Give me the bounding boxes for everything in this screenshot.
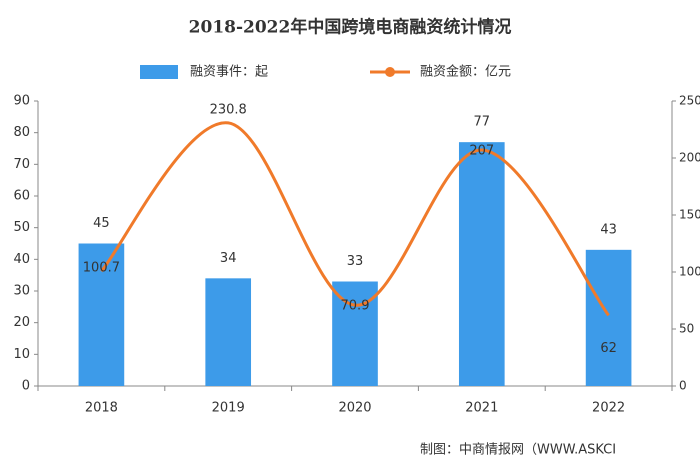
y-tick-label: 20 — [13, 315, 30, 330]
y-tick-label: 90 — [13, 94, 30, 109]
line-value-label: 230.8 — [210, 102, 247, 117]
line-value-label: 100.7 — [83, 261, 120, 276]
bar — [585, 249, 632, 386]
y-tick-label: 70 — [13, 157, 30, 172]
bar-value-label: 34 — [220, 251, 237, 266]
line-value-label: 62 — [600, 341, 617, 356]
x-tick-label: 2022 — [592, 401, 625, 416]
y2-tick-label: 150 — [679, 208, 700, 222]
bar-value-label: 43 — [600, 222, 617, 237]
y2-tick-label: 250 — [679, 94, 700, 108]
legend-swatch — [385, 67, 395, 77]
y2-tick-label: 0 — [679, 379, 687, 393]
y-tick-label: 0 — [22, 379, 30, 394]
bar — [458, 142, 505, 386]
y2-tick-label: 100 — [679, 265, 700, 279]
y2-tick-label: 50 — [679, 322, 694, 336]
bar — [205, 278, 252, 386]
y-tick-label: 30 — [13, 284, 30, 299]
source-note: 制图：中商情报网（WWW.ASKCI — [420, 443, 616, 458]
y2-tick-label: 200 — [679, 151, 700, 165]
chart-title: 2018-2022年中国跨境电商融资统计情况 — [189, 17, 512, 38]
bar-value-label: 77 — [474, 115, 491, 130]
legend-label: 融资金额：亿元 — [420, 64, 511, 80]
legend-swatch — [140, 65, 178, 79]
x-tick-label: 2020 — [338, 401, 371, 416]
bar-value-label: 33 — [347, 254, 364, 269]
y-tick-label: 80 — [13, 125, 30, 140]
bar — [78, 243, 125, 386]
legend-label: 融资事件：起 — [190, 65, 268, 80]
line — [100, 121, 610, 317]
y-tick-label: 10 — [13, 347, 30, 362]
x-tick-label: 2021 — [465, 401, 498, 416]
x-tick-label: 2018 — [85, 401, 118, 416]
y-tick-label: 40 — [13, 252, 30, 267]
x-tick-label: 2019 — [212, 401, 245, 416]
y-tick-label: 50 — [13, 220, 30, 235]
line-value-label: 70.9 — [341, 299, 370, 314]
y-tick-label: 60 — [13, 189, 30, 204]
line-value-label: 207 — [469, 144, 494, 159]
bar-value-label: 45 — [93, 216, 110, 231]
